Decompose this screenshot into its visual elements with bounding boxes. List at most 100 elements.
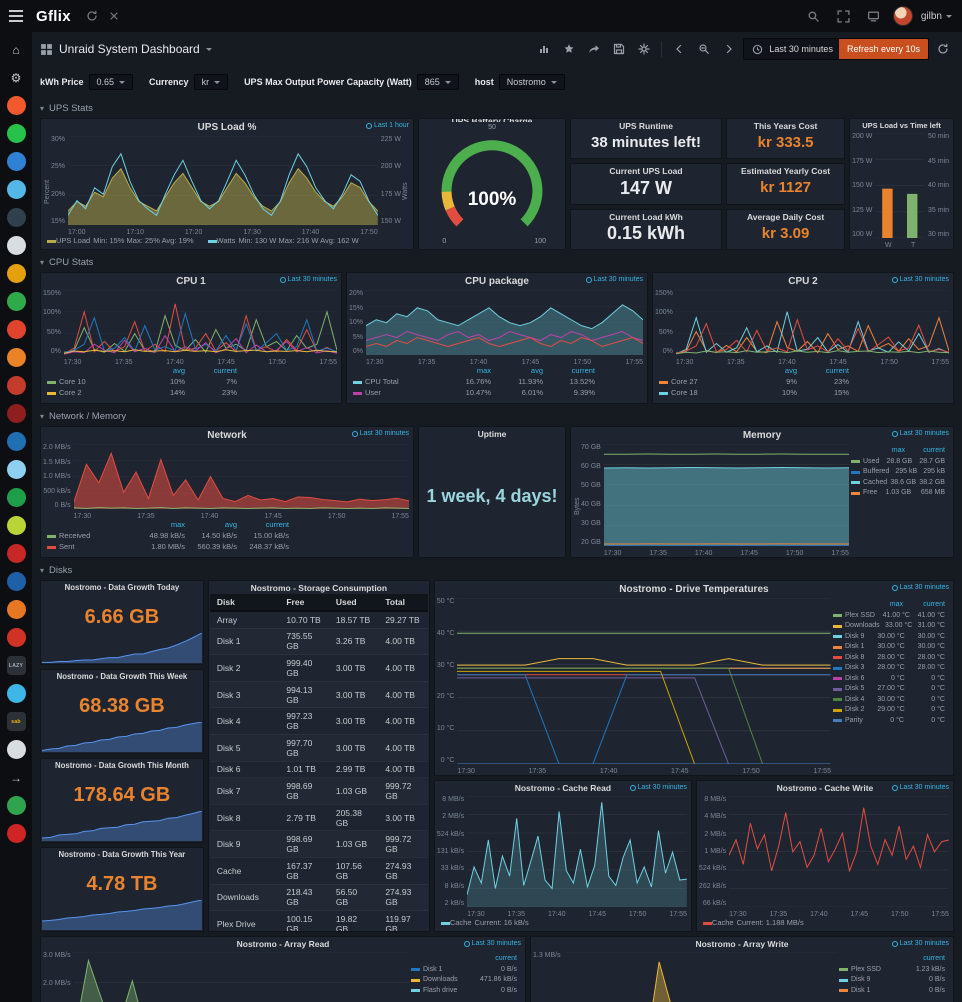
panel-title[interactable]: UPS Load vs Time left bbox=[862, 121, 941, 130]
legend-item-sent[interactable]: Sent 1.80 MB/s 560.39 kB/s 248.37 kB/s bbox=[47, 542, 407, 553]
sidebar-app-search-icon[interactable] bbox=[6, 208, 26, 227]
disk-link[interactable]: Plex Drive bbox=[209, 910, 280, 931]
time-back-icon[interactable] bbox=[668, 39, 690, 59]
variable-value-dropdown[interactable]: Nostromo bbox=[498, 74, 565, 90]
gear-icon[interactable] bbox=[633, 39, 655, 59]
temperatures-graph[interactable]: 50 °C 40 °C 30 °C 20 °C 10 °C 0 °C 17:30 17:35… bbox=[435, 596, 953, 775]
playlist-loop-icon[interactable] bbox=[81, 5, 103, 27]
table-header-free[interactable]: Free bbox=[279, 594, 329, 612]
cpu1-graph[interactable]: 150% 100% 50% 0% 17:30 17:35 17:40 17:45 17:50 1… bbox=[41, 288, 341, 366]
disk-link[interactable]: Disk 6 bbox=[209, 761, 280, 779]
disk-link[interactable]: Disk 7 bbox=[209, 777, 280, 805]
time-forward-icon[interactable] bbox=[718, 39, 740, 59]
panel-title[interactable]: Nostromo - Drive Temperatures bbox=[619, 584, 769, 595]
add-panel-icon[interactable] bbox=[533, 39, 555, 59]
sidebar-app-red2-icon[interactable] bbox=[6, 824, 26, 843]
panel-title[interactable]: Current Load kWh bbox=[609, 211, 683, 222]
legend-item-cache[interactable]: Cache Current: 1.188 MB/s bbox=[702, 918, 804, 927]
legend-item-disk-1[interactable]: Disk 1 30.00 °C 30.00 °C bbox=[833, 642, 945, 653]
panel-time-range[interactable]: Last 30 minutes bbox=[463, 940, 521, 947]
legend-item-cpu-total[interactable]: CPU Total 16.76% 11.93% 13.52% bbox=[353, 377, 641, 388]
cache-read-graph[interactable]: 8 MB/s 2 MB/s 524 kB/s 131 kB/s 33 kB/s 8 kB/… bbox=[435, 794, 691, 918]
sidebar-app-blue2-icon[interactable] bbox=[6, 432, 26, 451]
disk-link[interactable]: Disk 2 bbox=[209, 654, 280, 682]
variable-value-dropdown[interactable]: 0.65 bbox=[88, 74, 134, 90]
disk-link[interactable]: Downloads bbox=[209, 884, 280, 912]
zoom-out-icon[interactable] bbox=[693, 39, 715, 59]
plot-area[interactable] bbox=[63, 290, 337, 356]
plot-area[interactable] bbox=[467, 796, 687, 907]
legend-item-used[interactable]: Used 28.8 GB 28.7 GB bbox=[851, 457, 945, 468]
legend-item-cached[interactable]: Cached 38.6 GB 38.2 GB bbox=[851, 478, 945, 489]
panel-title[interactable]: Current UPS Load bbox=[609, 166, 683, 177]
sidebar-app-green3-icon[interactable] bbox=[6, 488, 26, 507]
sidebar-app-lazy-icon[interactable]: LAZY bbox=[6, 656, 26, 675]
legend-item-ups-load[interactable]: UPS Load Min: 15% Max: 25% Avg: 19% bbox=[47, 236, 194, 245]
sidebar-app-maroon-icon[interactable] bbox=[6, 404, 26, 423]
disk-link[interactable]: Disk 1 bbox=[209, 628, 280, 656]
sidebar-app-unraid-icon[interactable] bbox=[6, 96, 26, 115]
disk-link[interactable]: Disk 5 bbox=[209, 734, 280, 762]
plot-area[interactable] bbox=[366, 290, 643, 356]
sidebar-app-sky-icon[interactable] bbox=[6, 460, 26, 479]
panel-title[interactable]: UPS Runtime bbox=[619, 121, 673, 131]
panel-time-range[interactable]: Last 30 minutes bbox=[891, 584, 949, 591]
panel-time-range[interactable]: Last 30 minutes bbox=[279, 276, 337, 283]
legend-item-disk-3[interactable]: Disk 3 28.00 °C 28.00 °C bbox=[833, 663, 945, 674]
panel-time-range[interactable]: Last 1 hour bbox=[365, 122, 409, 129]
legend-item-cache[interactable]: Cache Current: 16 kB/s bbox=[440, 918, 529, 927]
time-range-picker[interactable]: Last 30 minutes Refresh every 10s bbox=[743, 38, 929, 60]
ups-load-graph[interactable]: Percent 30% 25% 20% 15% 17:00 17:10 17:20 17:3… bbox=[41, 134, 413, 236]
cache-write-graph[interactable]: 8 MB/s 4 MB/s 2 MB/s 1 MB/s 524 kB/s 262 kB/s… bbox=[697, 794, 953, 918]
sidebar-app-darkred-icon[interactable] bbox=[6, 376, 26, 395]
panel-time-range[interactable]: Last 30 minutes bbox=[891, 276, 949, 283]
dashboard-title-dropdown[interactable]: Unraid System Dashboard bbox=[40, 42, 212, 56]
panel-title[interactable]: Nostromo - Data Growth This Week bbox=[56, 672, 188, 681]
plot-area[interactable] bbox=[603, 444, 849, 546]
refresh-interval-button[interactable]: Refresh every 10s bbox=[838, 39, 928, 59]
panel-title[interactable]: CPU 1 bbox=[176, 276, 206, 287]
table-header-total[interactable]: Total bbox=[378, 594, 428, 612]
sidebar-app-reddown-icon[interactable] bbox=[6, 628, 26, 647]
menu-icon[interactable] bbox=[0, 0, 32, 32]
sidebar-app-blue-icon[interactable] bbox=[6, 152, 26, 171]
sidebar-app-green-icon[interactable] bbox=[6, 124, 26, 143]
sidebar-app-white-icon[interactable] bbox=[6, 236, 26, 255]
panel-title[interactable]: Nostromo - Array Read bbox=[236, 939, 330, 949]
disk-link[interactable]: Disk 4 bbox=[209, 707, 280, 735]
panel-title[interactable]: This Years Cost bbox=[753, 121, 818, 131]
cpu2-graph[interactable]: 150% 100% 50% 0% 17:30 17:35 17:40 17:45 17:50 1… bbox=[653, 288, 953, 366]
panel-title[interactable]: Estimated Yearly Cost bbox=[741, 166, 831, 177]
disk-link[interactable]: Disk 9 bbox=[209, 830, 280, 858]
user-avatar[interactable] bbox=[892, 6, 913, 26]
panel-title[interactable]: Nostromo - Data Growth This Month bbox=[55, 761, 189, 770]
plot-area[interactable] bbox=[73, 444, 409, 510]
panel-time-range[interactable]: Last 30 minutes bbox=[629, 784, 687, 791]
plot-area[interactable] bbox=[675, 290, 949, 356]
row-header-cpu-stats[interactable]: ▾ CPU Stats bbox=[40, 254, 954, 270]
legend-item-core-2[interactable]: Core 2 14% 23% bbox=[47, 388, 335, 399]
legend-item-disk-9[interactable]: Disk 9 30.00 °C 30.00 °C bbox=[833, 632, 945, 643]
array-write-graph[interactable]: 1.3 MB/s1.0 MB/s 17:3017:3517:4017:4517:… bbox=[531, 950, 953, 1002]
legend-item-free[interactable]: Free 1.03 GB 658 MB bbox=[851, 488, 945, 499]
sidebar-settings-icon[interactable]: ⚙ bbox=[10, 70, 22, 85]
legend-item-watts[interactable]: Watts Min: 130 W Max: 216 W Avg: 162 W bbox=[207, 236, 359, 245]
panel-time-range[interactable]: Last 30 minutes bbox=[891, 430, 949, 437]
disk-link[interactable]: Array bbox=[209, 611, 280, 629]
plot-area[interactable] bbox=[563, 952, 837, 1002]
memory-graph[interactable]: Bytes 70 GB 60 GB 50 GB 40 GB 30 GB 20 GB 17:… bbox=[571, 442, 953, 557]
row-header-disks[interactable]: ▾ Disks bbox=[40, 562, 954, 578]
tv-mode-icon[interactable] bbox=[863, 5, 885, 27]
panel-title[interactable]: Average Daily Cost bbox=[746, 211, 825, 222]
search-icon[interactable] bbox=[803, 5, 825, 27]
legend-item-user[interactable]: User 10.47% 6.01% 9.39% bbox=[353, 388, 641, 399]
plot-area[interactable] bbox=[457, 598, 831, 764]
sidebar-app-stripes-icon[interactable] bbox=[6, 544, 26, 563]
refresh-icon[interactable] bbox=[932, 39, 954, 59]
legend-item-disk-8[interactable]: Disk 8 28.00 °C 28.00 °C bbox=[833, 653, 945, 664]
sidebar-app-sab-icon[interactable]: sab bbox=[6, 712, 26, 731]
panel-title[interactable]: Nostromo - Cache Read bbox=[514, 783, 612, 793]
